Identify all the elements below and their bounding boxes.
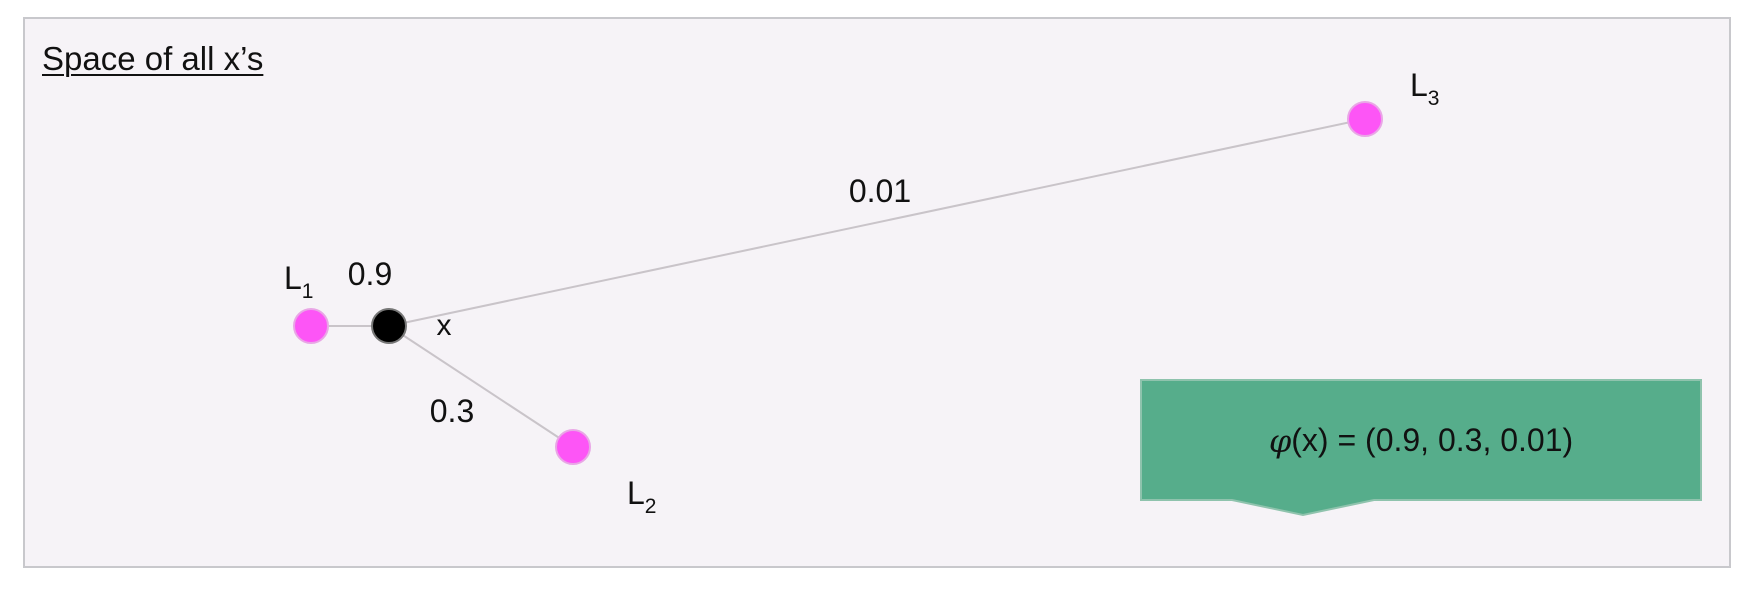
- landmark-l1-subscript: 1: [302, 280, 314, 303]
- x-point-label: x: [437, 309, 452, 342]
- landmark-l1-point: [293, 308, 329, 344]
- x-point: [371, 308, 407, 344]
- landmark-l3-letter: L: [1410, 67, 1428, 103]
- weight-label-l2: 0.3: [430, 393, 474, 429]
- landmark-l1-label: L1: [284, 260, 313, 303]
- landmark-l2-label: L2: [627, 475, 656, 518]
- space-title: Space of all x’s: [42, 40, 264, 77]
- landmark-l3-point: [1347, 101, 1383, 137]
- connector-x-to-l2: [388, 325, 574, 448]
- formula-callout: [1140, 379, 1702, 517]
- landmark-l2-point: [555, 429, 591, 465]
- formula-text: φ(x) = (0.9, 0.3, 0.01): [1269, 422, 1573, 460]
- landmark-l2-letter: L: [627, 475, 645, 511]
- landmark-l3-label: L3: [1410, 67, 1439, 110]
- landmark-l3-subscript: 3: [1428, 87, 1440, 110]
- landmark-l2-subscript: 2: [645, 495, 657, 518]
- formula-body: (x) = (0.9, 0.3, 0.01): [1291, 422, 1573, 458]
- weight-label-l1: 0.9: [348, 256, 392, 292]
- weight-label-l3: 0.01: [849, 173, 911, 209]
- landmark-l1-letter: L: [284, 260, 302, 296]
- connector-x-to-l3: [388, 118, 1366, 327]
- phi-symbol: φ: [1269, 422, 1292, 460]
